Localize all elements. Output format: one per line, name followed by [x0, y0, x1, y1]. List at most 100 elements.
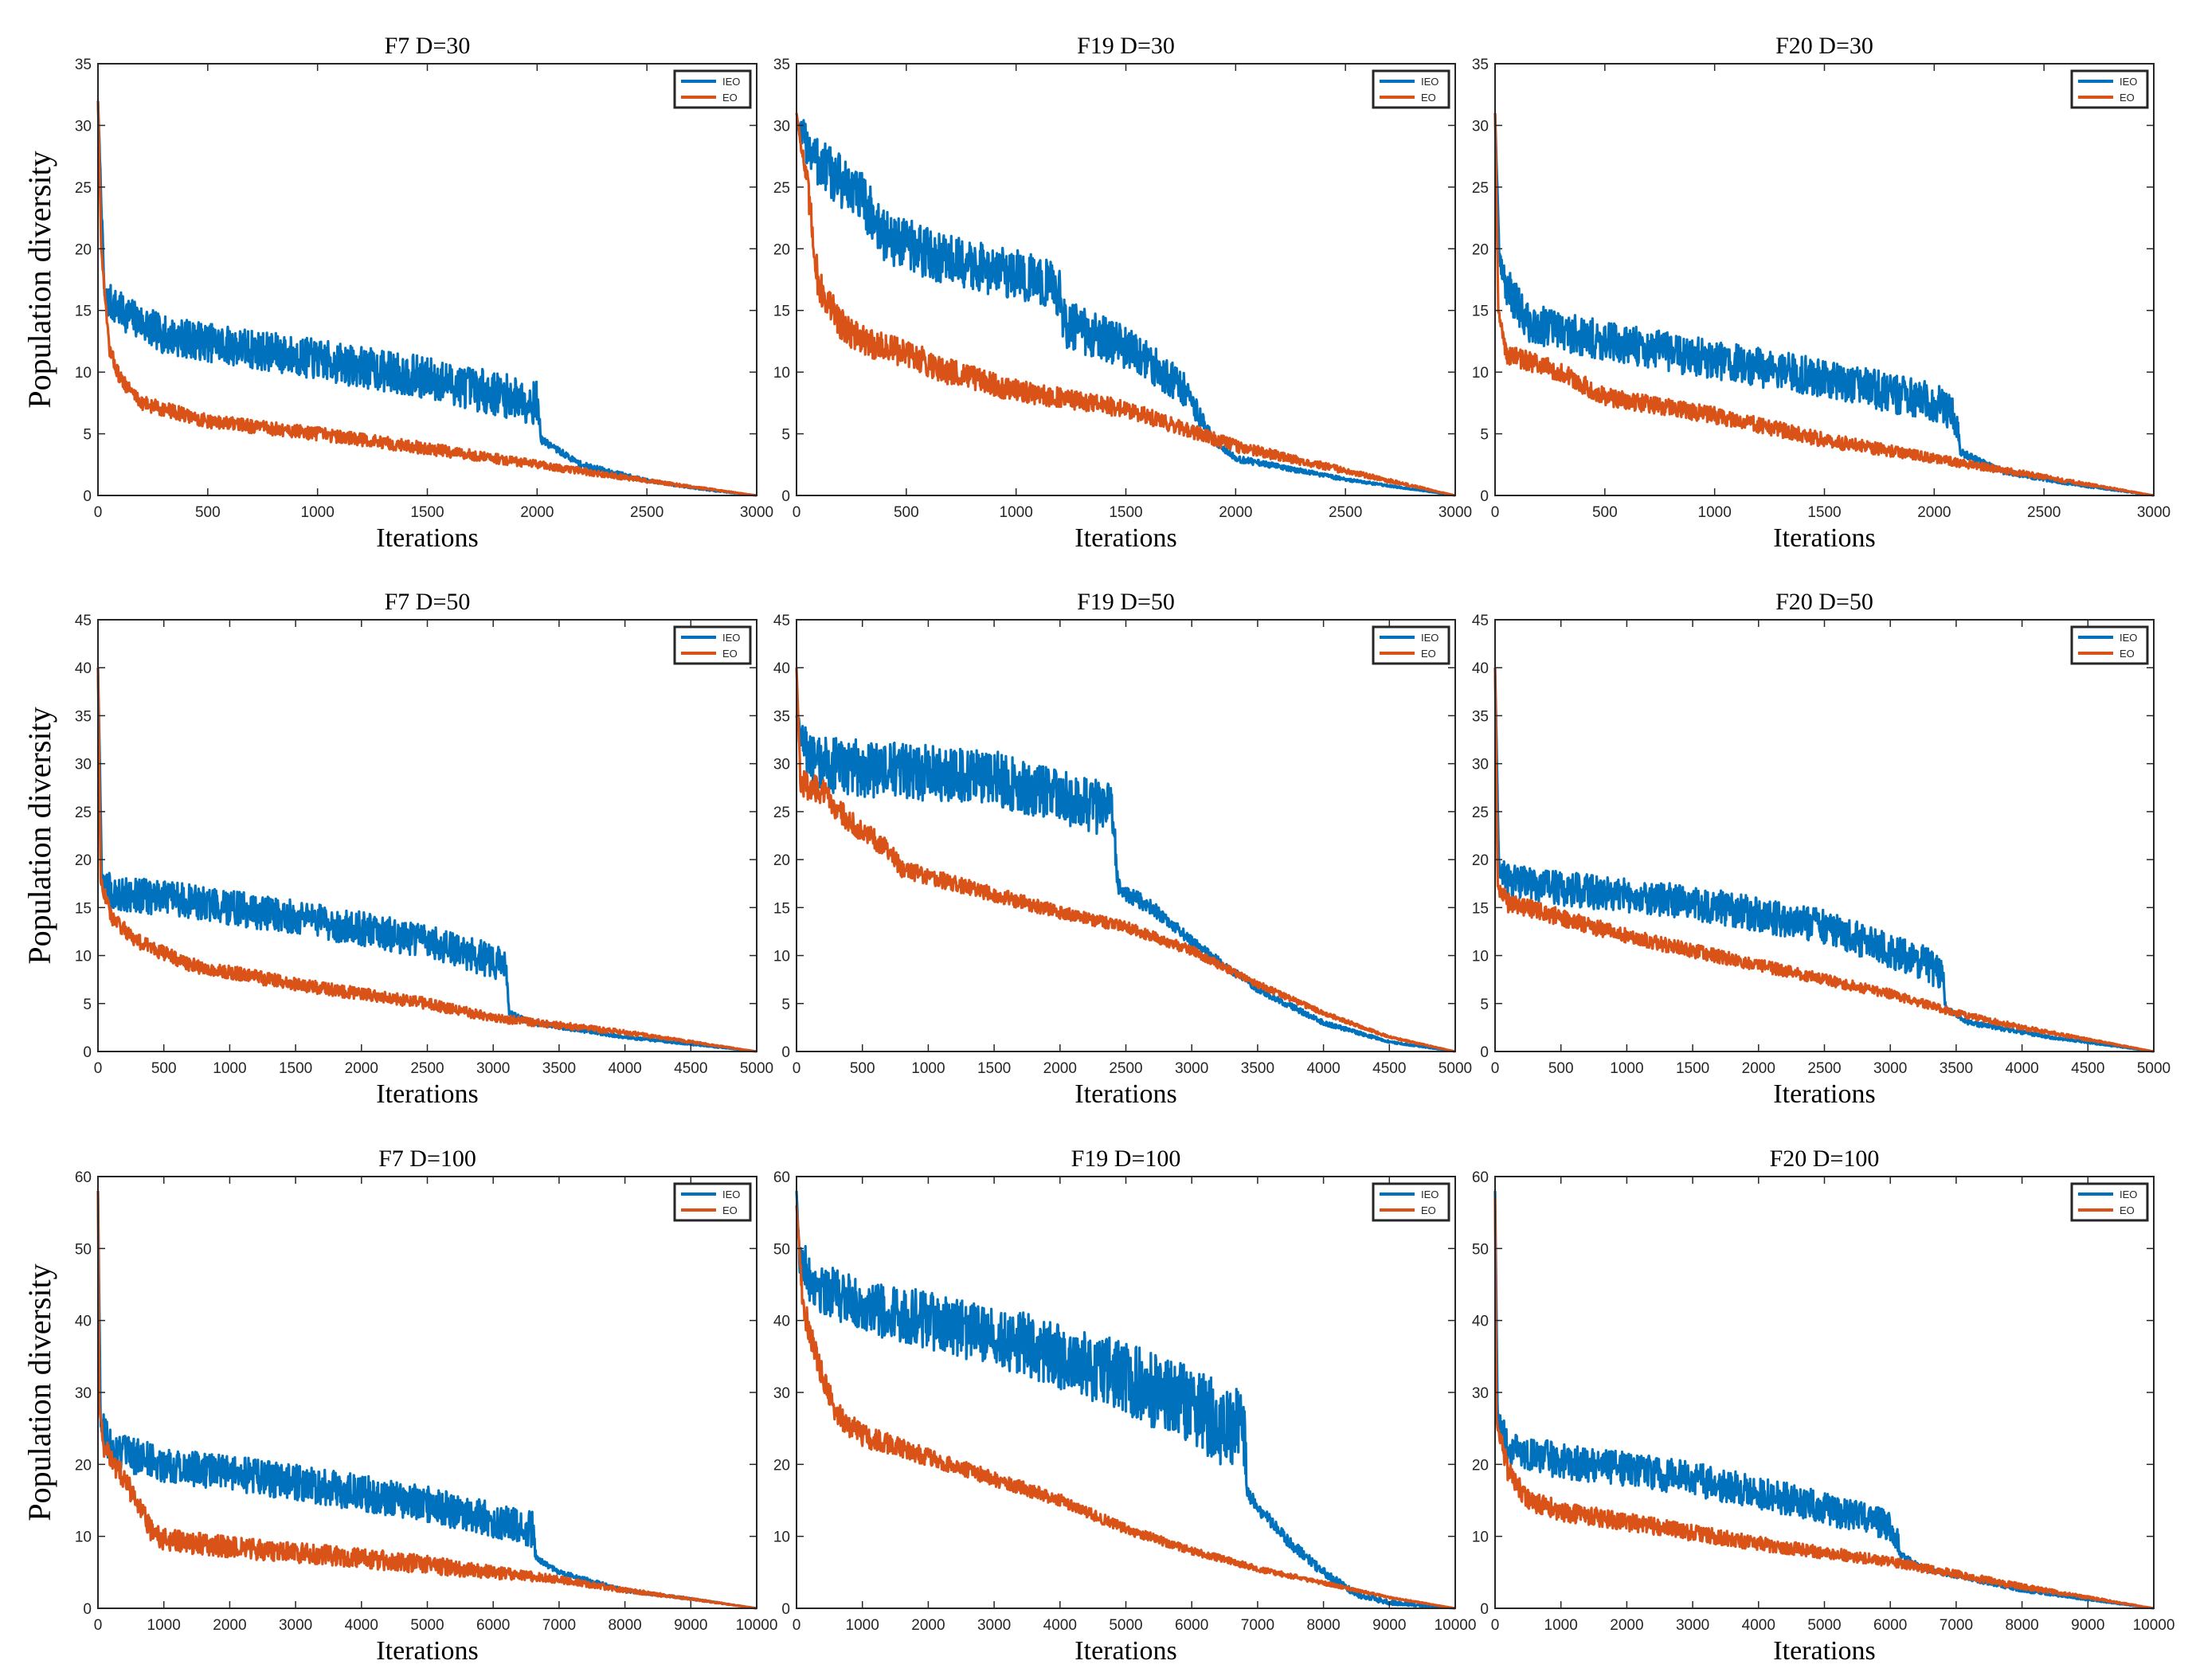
x-tick-label: 6000	[476, 1617, 510, 1634]
chart-8: F20 D=100 0 1000 2000 3000 4000 5000 6000 7000 80…	[1472, 1145, 2175, 1666]
legend-label-eo: EO	[1421, 92, 1436, 104]
x-tick-label: 500	[1548, 1060, 1574, 1077]
x-tick-label: 9000	[2071, 1617, 2104, 1634]
y-tick-label: 0	[83, 1601, 92, 1618]
x-tick-label: 500	[151, 1060, 177, 1077]
y-tick-label: 30	[1472, 757, 1489, 773]
y-tick-label: 10	[1472, 949, 1489, 965]
x-tick-label: 1000	[911, 1060, 945, 1077]
y-tick-label: 20	[1472, 852, 1489, 869]
plot-area	[797, 620, 1455, 1051]
y-tick-label: 40	[75, 660, 92, 677]
legend-box	[1372, 69, 1450, 109]
x-axis-label: Iterations	[1773, 1079, 1875, 1109]
y-tick-label: 20	[773, 852, 790, 869]
y-tick-label: 35	[1472, 57, 1489, 73]
x-tick-label: 3000	[740, 504, 773, 521]
x-tick-label: 4500	[1372, 1060, 1406, 1077]
y-tick-label: 25	[1472, 805, 1489, 821]
chart-title: F19 D=100	[1071, 1145, 1181, 1172]
y-tick-label: 10	[773, 949, 790, 965]
legend-box	[2070, 625, 2149, 665]
chart-7: F19 D=100 0 1000 2000 3000 4000 5000 6000 7000 80…	[773, 1145, 1477, 1666]
y-tick-label: 0	[83, 488, 92, 505]
y-tick-label: 15	[773, 900, 790, 917]
y-tick-label: 0	[83, 1044, 92, 1061]
x-tick-label: 3000	[476, 1060, 510, 1077]
legend-box	[673, 69, 752, 109]
series-line-eo	[795, 668, 1456, 1053]
legend-label-eo: EO	[2120, 648, 2135, 660]
y-tick-label: 60	[1472, 1169, 1489, 1186]
y-tick-label: 0	[1480, 488, 1489, 505]
y-tick-label: 40	[1472, 660, 1489, 677]
series-line-ieo	[96, 100, 757, 497]
y-tick-label: 0	[1480, 1044, 1489, 1061]
legend-box	[2070, 1182, 2149, 1222]
y-tick-label: 0	[781, 1044, 790, 1061]
x-axis-label: Iterations	[1773, 523, 1875, 553]
y-tick-label: 10	[75, 1529, 92, 1546]
legend-label-ieo: IEO	[2120, 1189, 2137, 1200]
y-tick-label: 20	[1472, 1457, 1489, 1474]
y-tick-label: 35	[75, 57, 92, 73]
y-tick-label: 60	[773, 1169, 790, 1186]
x-tick-label: 10000	[736, 1617, 778, 1634]
x-axis-label: Iterations	[376, 1636, 478, 1666]
legend: IEO EO	[2070, 69, 2149, 109]
x-tick-label: 1000	[1544, 1617, 1578, 1634]
y-tick-label: 50	[75, 1241, 92, 1258]
chart-title: F7 D=100	[378, 1145, 476, 1172]
x-tick-label: 1000	[1698, 504, 1732, 521]
x-tick-label: 4500	[2071, 1060, 2104, 1077]
legend: IEO EO	[1372, 625, 1450, 665]
chart-3: F7 D=50 0 500 1000 1500 2000 2500 3000 3500 4000 4…	[22, 589, 773, 1109]
series-line-ieo	[796, 119, 1456, 497]
x-tick-label: 1500	[1676, 1060, 1709, 1077]
legend-label-eo: EO	[1421, 648, 1436, 660]
x-tick-label: 0	[1491, 1060, 1500, 1077]
y-tick-label: 10	[75, 949, 92, 965]
y-tick-label: 20	[773, 241, 790, 258]
x-tick-label: 5000	[2137, 1060, 2171, 1077]
series-line-eo	[1493, 668, 2155, 1053]
x-tick-label: 3000	[1873, 1060, 1907, 1077]
y-tick-label: 20	[75, 1457, 92, 1474]
chart-title: F19 D=50	[1077, 589, 1175, 615]
x-tick-label: 5000	[740, 1060, 773, 1077]
x-tick-label: 2000	[1219, 504, 1252, 521]
y-tick-label: 0	[781, 488, 790, 505]
x-tick-label: 3000	[2137, 504, 2171, 521]
plot-area	[98, 64, 757, 495]
x-tick-label: 2500	[630, 504, 663, 521]
x-tick-label: 1500	[977, 1060, 1011, 1077]
y-tick-label: 45	[773, 613, 790, 629]
x-axis-label: Iterations	[376, 523, 478, 553]
plot-area	[1495, 1177, 2154, 1608]
x-tick-label: 3000	[279, 1617, 312, 1634]
x-tick-label: 2000	[213, 1617, 246, 1634]
y-tick-label: 5	[781, 997, 790, 1013]
x-tick-label: 2000	[1917, 504, 1951, 521]
x-tick-label: 0	[94, 1617, 103, 1634]
y-tick-label: 0	[1480, 1601, 1489, 1618]
x-tick-label: 9000	[674, 1617, 707, 1634]
y-tick-label: 10	[1472, 365, 1489, 382]
y-tick-label: 30	[1472, 1385, 1489, 1402]
y-tick-label: 5	[781, 427, 790, 444]
x-tick-label: 0	[793, 1060, 801, 1077]
y-tick-label: 30	[1472, 118, 1489, 135]
x-tick-label: 0	[793, 504, 801, 521]
x-tick-label: 6000	[1175, 1617, 1208, 1634]
y-tick-label: 30	[75, 118, 92, 135]
x-tick-label: 1500	[410, 504, 444, 521]
legend: IEO EO	[2070, 625, 2149, 665]
chart-title: F7 D=50	[385, 589, 471, 615]
y-tick-label: 10	[773, 365, 790, 382]
x-tick-label: 7000	[1241, 1617, 1274, 1634]
x-axis-label: Iterations	[376, 1079, 478, 1109]
x-tick-label: 2500	[1109, 1060, 1142, 1077]
legend: IEO EO	[2070, 1182, 2149, 1222]
y-tick-label: 15	[773, 303, 790, 320]
legend-label-eo: EO	[722, 648, 738, 660]
